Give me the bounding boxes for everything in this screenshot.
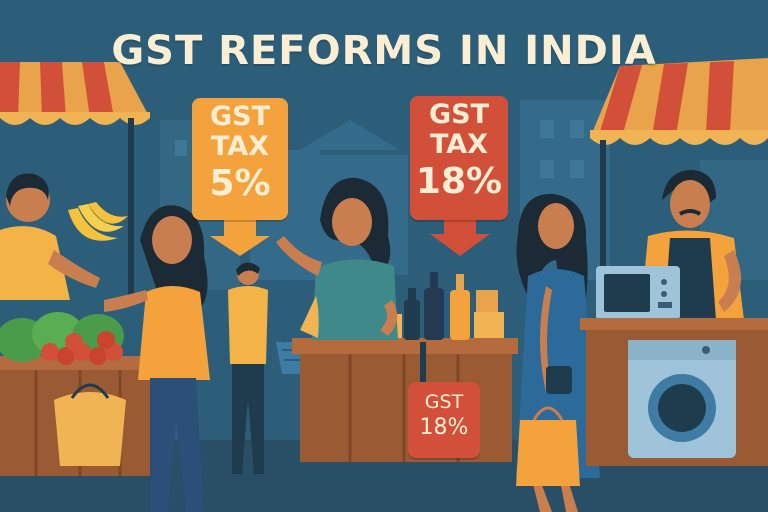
woman-orange-shirt [104, 205, 210, 512]
page-title: GST REFORMS IN INDIA [111, 28, 657, 74]
gst-5-sign: GST TAX 5% [192, 98, 288, 220]
right-stall-awning [590, 58, 768, 300]
left-counter [0, 312, 150, 476]
sign-line1: GST [428, 99, 490, 130]
microwave [596, 266, 680, 320]
sign-line2: TAX [429, 129, 489, 160]
walking-woman [516, 193, 600, 512]
down-arrow-icon [210, 220, 270, 256]
washing-machine [628, 340, 736, 458]
sign-line2: TAX [210, 131, 270, 162]
sign-rate: 5% [209, 163, 271, 204]
down-arrow-icon [430, 220, 490, 256]
left-stall-awning [0, 62, 150, 298]
sign-line1: GST [424, 391, 464, 413]
middle-shopkeeper [276, 177, 398, 340]
bananas [68, 202, 128, 241]
sign-line2: 18% [419, 415, 469, 440]
sign-rate: 18% [415, 161, 503, 202]
sign-line1: GST [209, 101, 271, 132]
left-vendor [0, 173, 100, 300]
counter-gst-sign: GST 18% [408, 382, 480, 458]
bottles [404, 272, 470, 340]
gst-18-sign: GST TAX 18% [410, 96, 508, 220]
